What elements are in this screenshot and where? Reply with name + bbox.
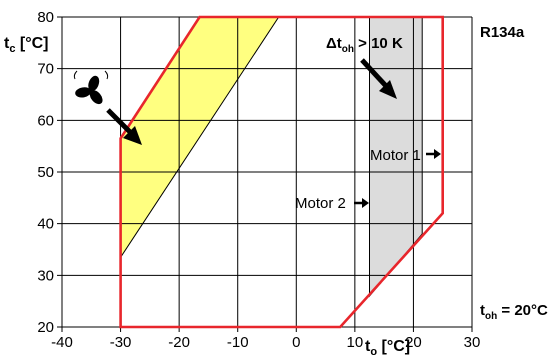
fan-cooling-region (120, 17, 280, 259)
x-tick-label: -30 (110, 334, 132, 351)
y-axis-label: tc [°C] (4, 35, 49, 55)
x-tick-label: 0 (292, 334, 300, 351)
motor2-arrow (354, 198, 369, 208)
superheat-arrow (360, 58, 397, 99)
x-tick-label: -40 (51, 334, 73, 351)
y-tick-label: 20 (37, 319, 54, 336)
y-tick-label: 80 (37, 9, 54, 26)
superheat-region (369, 17, 423, 298)
motor1-label: Motor 1 (370, 147, 421, 164)
x-tick-label: 30 (464, 334, 481, 351)
y-tick-label: 50 (37, 164, 54, 181)
fan-icon (73, 70, 109, 105)
y-tick-label: 30 (37, 267, 54, 284)
x-tick-label: 10 (347, 334, 364, 351)
motor1-arrow (426, 149, 441, 159)
application-envelope (119, 15, 445, 329)
x-tick-label: 20 (405, 334, 422, 351)
suction-gas-label: toh = 20°C (480, 302, 548, 322)
tick-labels: -40 -30 -20 -10 0 10 20 30 20 30 40 50 60 70 80 (37, 9, 480, 351)
superheat-label: Δtoh > 10 K (326, 35, 403, 55)
y-tick-label: 60 (37, 112, 54, 129)
x-tick-label: -20 (168, 334, 190, 351)
fan-arrow (106, 108, 142, 145)
refrigerant-label: R134a (480, 24, 525, 41)
x-tick-label: -10 (227, 334, 249, 351)
motor2-label: Motor 2 (295, 195, 346, 212)
y-tick-label: 70 (37, 61, 54, 78)
y-tick-label: 40 (37, 216, 54, 233)
x-axis-label: to [°C] (365, 338, 410, 357)
